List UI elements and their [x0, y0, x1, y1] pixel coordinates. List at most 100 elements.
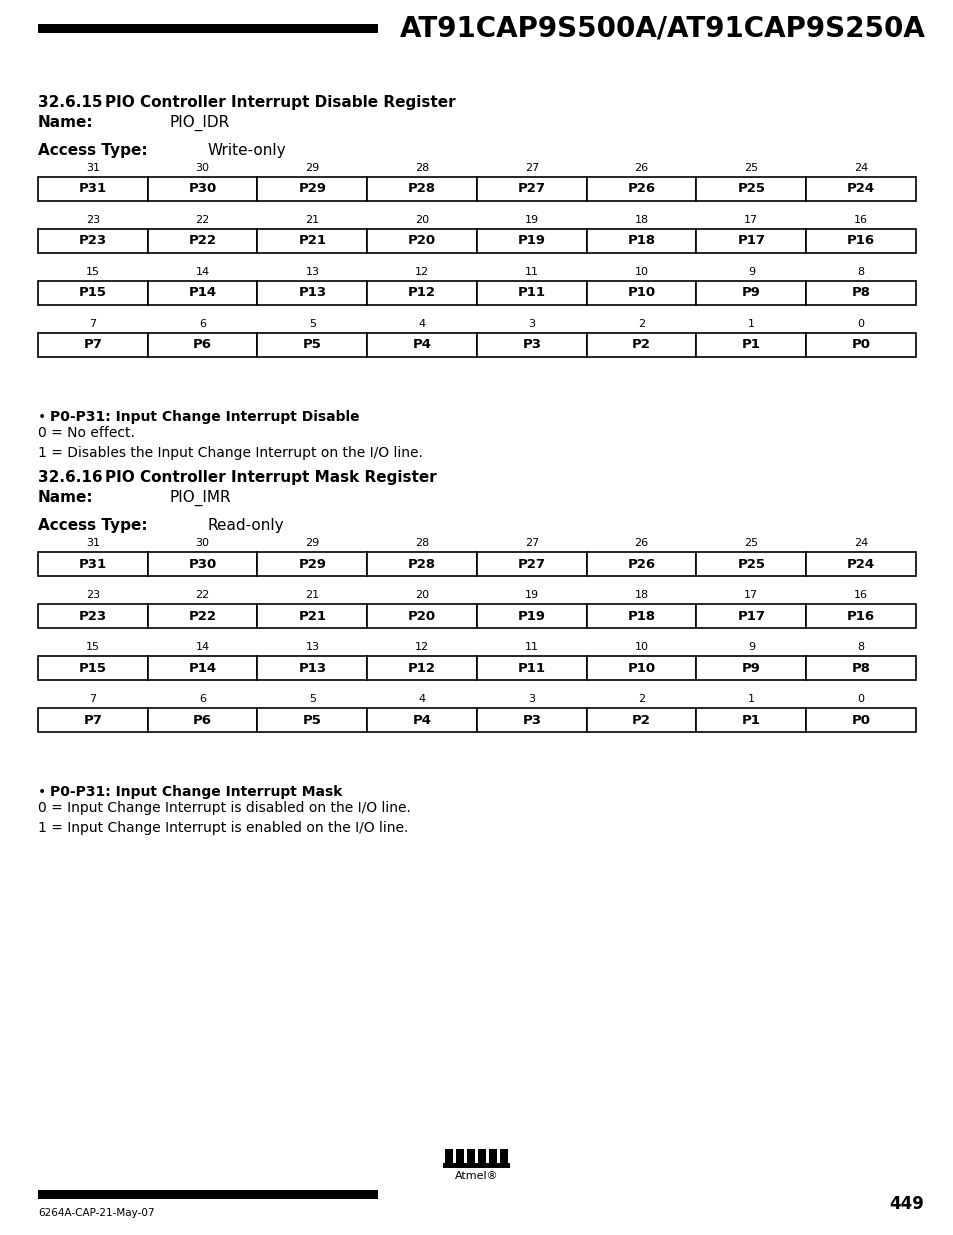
Text: 29: 29 [305, 538, 319, 548]
Text: 22: 22 [195, 215, 210, 225]
Text: 29: 29 [305, 163, 319, 173]
Text: 9: 9 [747, 267, 754, 277]
Bar [489, 1149, 497, 1163]
Text: P14: P14 [189, 287, 216, 300]
Bar [38, 604, 148, 629]
Bar [586, 228, 696, 253]
Text: 23: 23 [86, 215, 100, 225]
Bar [257, 228, 367, 253]
Text: 11: 11 [524, 267, 538, 277]
Bar [696, 656, 805, 680]
Text: P17: P17 [737, 610, 764, 622]
Text: P23: P23 [79, 610, 107, 622]
Text: 6: 6 [199, 694, 206, 704]
Bar [467, 1149, 475, 1163]
Bar [38, 333, 148, 357]
Text: P26: P26 [627, 557, 655, 571]
Bar [476, 177, 586, 201]
Bar [148, 552, 257, 576]
Text: P9: P9 [741, 287, 760, 300]
Text: •: • [38, 410, 46, 424]
Text: 14: 14 [195, 642, 210, 652]
Text: P24: P24 [846, 183, 874, 195]
Bar [148, 177, 257, 201]
Text: P0-P31: Input Change Interrupt Mask: P0-P31: Input Change Interrupt Mask [50, 785, 342, 799]
Bar [38, 708, 148, 732]
Bar [805, 282, 915, 305]
Text: 0: 0 [857, 319, 863, 329]
Bar [148, 656, 257, 680]
Text: 18: 18 [634, 590, 648, 600]
Text: P6: P6 [193, 338, 212, 352]
Bar [805, 656, 915, 680]
Text: P11: P11 [517, 287, 545, 300]
Text: P27: P27 [517, 557, 545, 571]
Bar [257, 708, 367, 732]
Text: 20: 20 [415, 215, 429, 225]
Text: 1 = Disables the Input Change Interrupt on the I/O line.: 1 = Disables the Input Change Interrupt … [38, 446, 422, 459]
Bar [257, 177, 367, 201]
Text: 15: 15 [86, 642, 100, 652]
Bar [367, 552, 476, 576]
Text: 6: 6 [199, 319, 206, 329]
Text: P1: P1 [741, 338, 760, 352]
Bar [696, 604, 805, 629]
Text: P28: P28 [408, 557, 436, 571]
Text: P16: P16 [846, 610, 874, 622]
Bar [696, 228, 805, 253]
Text: P30: P30 [189, 557, 216, 571]
Text: PIO Controller Interrupt Mask Register: PIO Controller Interrupt Mask Register [105, 471, 436, 485]
Text: 16: 16 [853, 590, 867, 600]
Text: 25: 25 [743, 163, 758, 173]
Text: 10: 10 [634, 642, 648, 652]
Bar [38, 177, 148, 201]
Text: P0: P0 [851, 714, 870, 726]
Text: P13: P13 [298, 662, 326, 674]
Text: 1: 1 [747, 694, 754, 704]
Text: P12: P12 [408, 287, 436, 300]
Text: P10: P10 [627, 662, 655, 674]
Text: P0: P0 [851, 338, 870, 352]
Text: P2: P2 [632, 714, 650, 726]
Text: 30: 30 [195, 163, 210, 173]
Text: PIO_IDR: PIO_IDR [170, 115, 230, 131]
Text: 5: 5 [309, 319, 315, 329]
Text: P19: P19 [517, 235, 545, 247]
Text: P0-P31: Input Change Interrupt Disable: P0-P31: Input Change Interrupt Disable [50, 410, 359, 424]
Bar [696, 282, 805, 305]
Text: 18: 18 [634, 215, 648, 225]
Text: 7: 7 [90, 319, 96, 329]
Text: P19: P19 [517, 610, 545, 622]
Text: P31: P31 [79, 557, 107, 571]
Text: P13: P13 [298, 287, 326, 300]
Text: 5: 5 [309, 694, 315, 704]
Bar [257, 552, 367, 576]
Text: P23: P23 [79, 235, 107, 247]
Text: P4: P4 [413, 714, 431, 726]
Text: P21: P21 [298, 235, 326, 247]
Bar [257, 333, 367, 357]
Bar [148, 333, 257, 357]
Bar [696, 708, 805, 732]
Text: 17: 17 [743, 215, 758, 225]
Text: P24: P24 [846, 557, 874, 571]
Text: 0: 0 [857, 694, 863, 704]
Text: 20: 20 [415, 590, 429, 600]
Bar [805, 552, 915, 576]
Text: 19: 19 [524, 590, 538, 600]
Bar [476, 604, 586, 629]
Text: 25: 25 [743, 538, 758, 548]
Bar [38, 282, 148, 305]
Text: P18: P18 [627, 610, 655, 622]
Text: 8: 8 [857, 642, 863, 652]
Bar [257, 282, 367, 305]
Text: 24: 24 [853, 538, 867, 548]
Text: AT91CAP9S500A/AT91CAP9S250A: AT91CAP9S500A/AT91CAP9S250A [399, 15, 925, 42]
Text: Read-only: Read-only [208, 517, 284, 534]
Bar [38, 656, 148, 680]
Bar [500, 1149, 508, 1163]
Text: P6: P6 [193, 714, 212, 726]
Text: 15: 15 [86, 267, 100, 277]
Text: 12: 12 [415, 642, 429, 652]
Text: 11: 11 [524, 642, 538, 652]
